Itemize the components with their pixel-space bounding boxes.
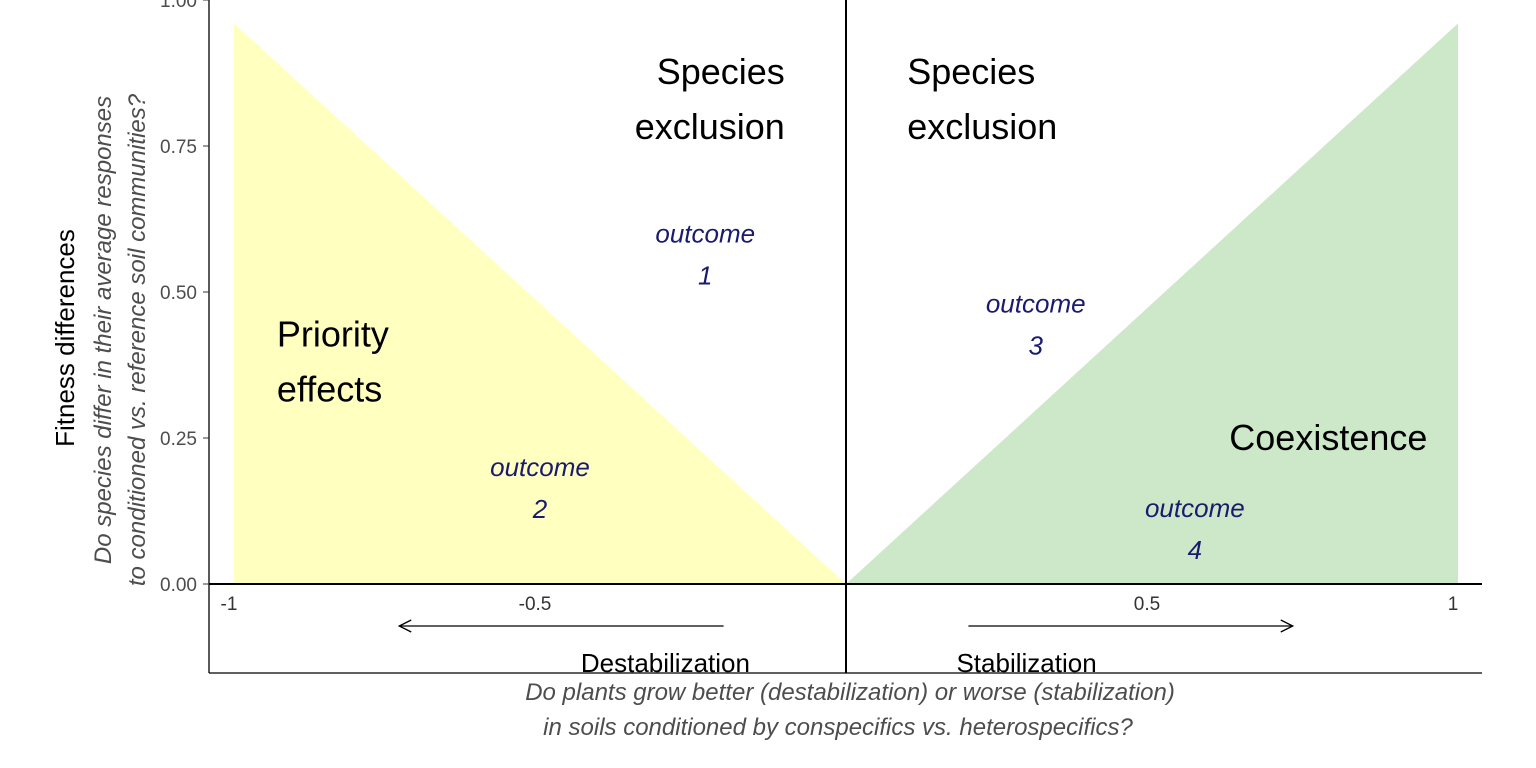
region-coexistence	[846, 23, 1458, 585]
y-tick-label: 0.25	[160, 429, 197, 450]
y-tick-label: 0.75	[160, 137, 197, 158]
x-axis-subtitle-line2: in soils conditioned by conspecifics vs.…	[543, 714, 1133, 741]
x-tick-label: 0.5	[1134, 594, 1160, 615]
outcome-label: outcome	[1145, 493, 1245, 523]
outcome-label: outcome	[655, 219, 755, 249]
direction-label: Destabilization	[581, 648, 750, 678]
region-priority	[234, 23, 846, 585]
region-label: exclusion	[907, 106, 1057, 147]
outcome-number: 1	[698, 261, 712, 291]
region-label: Species	[907, 51, 1035, 92]
outcome-label: outcome	[490, 452, 590, 482]
direction-arrow-head	[1280, 619, 1295, 633]
direction-arrows: Destabilization Stabilization	[397, 619, 1295, 678]
outcome-number: 3	[1028, 331, 1043, 361]
x-tick-label: -1	[221, 594, 238, 615]
y-tick-label: 1.00	[160, 0, 197, 12]
outcome-label: outcome	[986, 289, 1086, 319]
outcome-number: 2	[532, 494, 548, 524]
region-label: Species	[657, 51, 785, 92]
x-axis-subtitle-line1: Do plants grow better (destabilization) …	[525, 679, 1175, 706]
region-label: effects	[277, 369, 382, 410]
outcome-number: 4	[1188, 535, 1202, 565]
y-axis-subtitle-line1: Do species differ in their average respo…	[90, 96, 117, 564]
region-labels: Species exclusion Species exclusion Priority…	[277, 51, 1428, 458]
x-ticks: -1 -0.5 0.5 1	[221, 594, 1459, 615]
x-tick-label: -0.5	[519, 594, 552, 615]
direction-label: Stabilization	[956, 648, 1096, 678]
region-label: Coexistence	[1229, 417, 1427, 458]
direction-arrow-head	[397, 619, 412, 633]
y-axis-subtitle-line2: to conditioned vs. reference soil commun…	[124, 93, 151, 586]
y-axis-title: Fitness differences	[50, 229, 80, 447]
y-tick-label: 0.50	[160, 283, 197, 304]
x-tick-label: 1	[1448, 594, 1459, 615]
y-ticks: 0.00 0.25 0.50 0.75 1.00	[160, 0, 209, 596]
region-label: Priority	[277, 314, 389, 355]
outcome-labels: outcome 1 outcome 2 outcome 3 outcome 4	[490, 219, 1245, 565]
y-tick-label: 0.00	[160, 575, 197, 596]
regions-layer	[234, 23, 1458, 585]
region-label: exclusion	[635, 106, 785, 147]
